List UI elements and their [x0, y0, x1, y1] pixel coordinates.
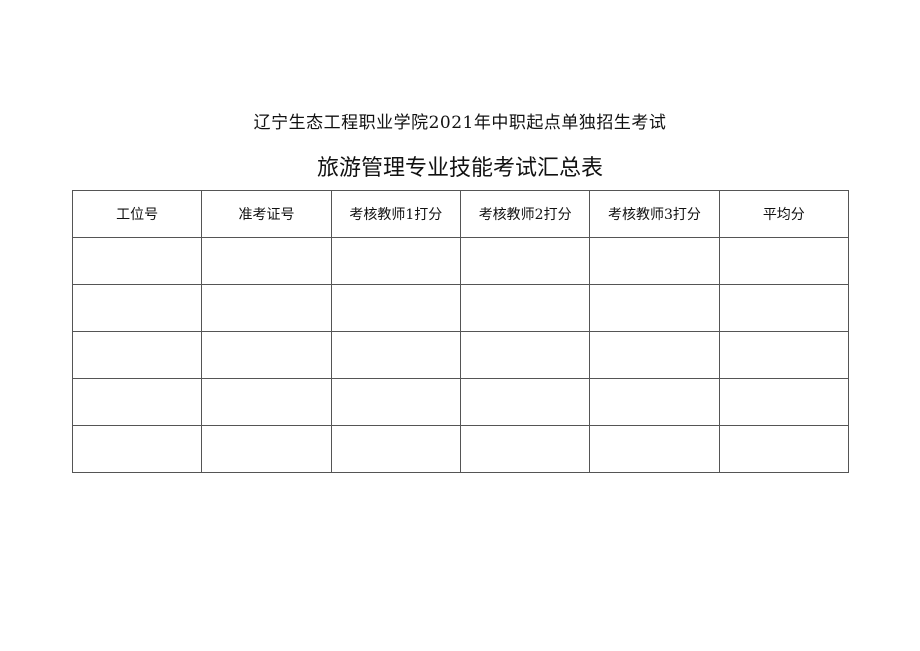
column-header: 考核教师3打分	[589, 190, 720, 238]
document-title: 旅游管理专业技能考试汇总表	[316, 156, 603, 181]
table-cell[interactable]	[718, 331, 850, 379]
table-cell[interactable]	[718, 237, 850, 285]
table-cell[interactable]	[330, 425, 461, 473]
table-cell[interactable]	[589, 425, 720, 473]
table-cell[interactable]	[201, 378, 332, 426]
table-cell[interactable]	[71, 284, 203, 332]
column-header: 平均分	[718, 190, 850, 238]
table-cell[interactable]	[459, 425, 591, 473]
table-cell[interactable]	[718, 425, 850, 473]
table-row	[71, 284, 850, 332]
table-row	[71, 331, 850, 379]
table-cell[interactable]	[201, 331, 332, 379]
table-cell[interactable]	[330, 331, 461, 379]
table-cell[interactable]	[589, 378, 720, 426]
table-cell[interactable]	[459, 284, 591, 332]
column-header: 考核教师1打分	[330, 190, 461, 238]
score-summary-table: 工位号 准考证号 考核教师1打分 考核教师2打分 考核教师3打分 平均分	[71, 190, 850, 473]
table-cell[interactable]	[71, 237, 203, 285]
table-row	[71, 378, 850, 426]
column-header: 考核教师2打分	[459, 190, 591, 238]
document-subtitle: 辽宁生态工程职业学院2021年中职起点单独招生考试	[253, 113, 667, 133]
table-cell[interactable]	[71, 425, 203, 473]
table-cell[interactable]	[589, 331, 720, 379]
table-cell[interactable]	[459, 331, 591, 379]
table-cell[interactable]	[71, 378, 203, 426]
table-cell[interactable]	[201, 284, 332, 332]
table-cell[interactable]	[201, 425, 332, 473]
table-cell[interactable]	[589, 284, 720, 332]
table-header-row: 工位号 准考证号 考核教师1打分 考核教师2打分 考核教师3打分 平均分	[71, 190, 850, 238]
table-cell[interactable]	[330, 378, 461, 426]
table-cell[interactable]	[459, 237, 591, 285]
column-header: 工位号	[71, 190, 203, 238]
table-cell[interactable]	[718, 284, 850, 332]
table-row	[71, 237, 850, 285]
column-header: 准考证号	[201, 190, 332, 238]
table-cell[interactable]	[330, 237, 461, 285]
table-cell[interactable]	[459, 378, 591, 426]
table-cell[interactable]	[718, 378, 850, 426]
table-row	[71, 425, 850, 473]
table-cell[interactable]	[330, 284, 461, 332]
table-cell[interactable]	[201, 237, 332, 285]
table-cell[interactable]	[589, 237, 720, 285]
table-cell[interactable]	[71, 331, 203, 379]
